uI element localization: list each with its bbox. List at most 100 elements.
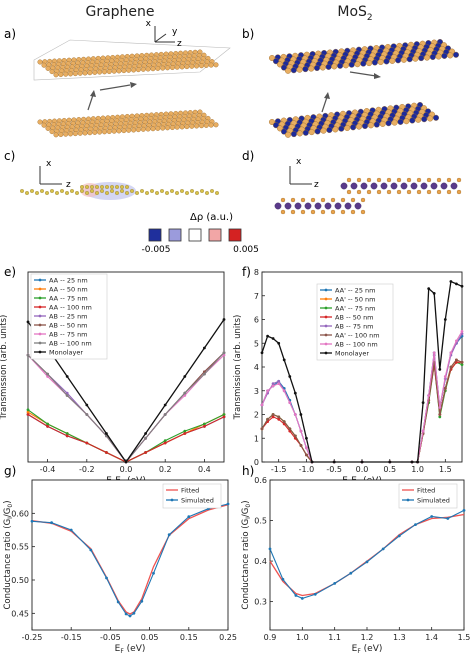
mos2-atom: [397, 118, 404, 125]
series-point-1: [152, 571, 155, 575]
mos2-atom: [379, 120, 386, 127]
series-point-7: [310, 460, 314, 464]
graphene-side-atom: [115, 185, 119, 189]
carbon-atom: [67, 71, 73, 77]
series-point-3: [222, 415, 226, 419]
carbon-atom: [82, 70, 88, 76]
y-tick-label: 3: [254, 387, 259, 396]
carbon-atom: [67, 131, 73, 137]
carbon-atom: [106, 68, 112, 74]
mos2-lower-chain-atom: [324, 202, 332, 210]
y-tick-label: 4: [254, 363, 259, 372]
x-tick-label: -1.0: [299, 465, 315, 474]
mos2-atom: [356, 123, 363, 130]
colorbar-min-label: -0.005: [141, 245, 170, 255]
carbon-atom: [140, 66, 146, 72]
graphene-top-slab-outline: [33, 39, 231, 81]
mos2-upper-chain-atom-s: [446, 177, 452, 183]
mos2-lower-chain-atom-s: [350, 209, 356, 215]
carbon-atom: [179, 124, 185, 130]
x-tick-label: 0.25: [219, 633, 237, 642]
graphene-side-atom: [170, 189, 174, 193]
y-axis-label-end: ): [3, 500, 13, 503]
y-tick-label: 7: [254, 292, 259, 301]
mos2-lower-chain-atom-s: [310, 209, 316, 215]
graphene-side-atom: [60, 189, 64, 193]
carbon-atom: [155, 125, 161, 131]
axes-glyph-graphene: x y z: [146, 19, 182, 49]
y-tick-label: 6: [254, 316, 259, 325]
carbon-atom: [184, 124, 190, 130]
series-point-1: [132, 611, 136, 615]
y-axis-label-main: Conductance ratio (G: [3, 519, 13, 610]
carbon-atom: [63, 131, 69, 137]
legend-label-2: AA' -- 75 nm: [335, 305, 375, 313]
mos2-upper-chain-atom: [410, 182, 418, 190]
mos2-atom: [354, 61, 361, 68]
x-tick-label: 0.5: [383, 465, 396, 474]
legend-label-1: AA -- 50 nm: [49, 286, 88, 294]
charge-density-blob-red: [80, 183, 100, 197]
axis-x-label-c: x: [46, 159, 52, 169]
mos2-atom: [302, 66, 309, 73]
series-point-1: [105, 576, 108, 580]
series-point-2: [163, 439, 167, 442]
legend-label-0: AA' -- 25 nm: [335, 287, 375, 295]
series-point-6: [271, 384, 275, 388]
series-point-1: [124, 612, 128, 616]
series-point-8: [105, 432, 108, 435]
series-point-6: [277, 382, 281, 385]
mos2-atom: [447, 52, 454, 59]
y-axis-label-mid: /G: [241, 508, 251, 517]
series-point-1: [50, 521, 53, 525]
graphene-side-atom: [135, 191, 139, 195]
mos2-atom: [362, 122, 369, 129]
mos2-atom: [366, 60, 373, 67]
x-tick-label: 0.0: [120, 465, 133, 474]
series-point-5: [443, 387, 447, 390]
series-point-6: [183, 394, 187, 397]
carbon-atom: [131, 127, 137, 133]
carbon-atom: [203, 62, 209, 68]
series-point-5: [277, 415, 281, 419]
carbon-atom: [41, 62, 47, 68]
carbon-atom: [58, 71, 64, 77]
x-tick-label: 0.05: [141, 633, 159, 642]
legend-marker-6: [324, 342, 328, 346]
carbon-atom: [155, 65, 161, 71]
mos2-upper-chain-atom-s: [396, 177, 402, 183]
series-point-1: [300, 597, 304, 600]
mos2-upper-chain-atom-s: [356, 189, 362, 195]
carbon-atom: [194, 63, 200, 69]
series-point-1: [381, 547, 385, 551]
shift-arrow-graphene: [99, 84, 131, 91]
x-tick-label: 0.4: [198, 465, 211, 474]
mos2-lower-chain-atom-s: [280, 209, 286, 215]
shift-arrowhead-graphene: [130, 82, 137, 88]
x-axis-label: EF (eV): [352, 644, 383, 654]
series-point-1: [430, 515, 434, 518]
mos2-atom: [285, 67, 292, 74]
carbon-atom: [126, 67, 132, 73]
mos2-atom: [371, 59, 378, 66]
series-point-7: [163, 413, 167, 416]
series-point-1: [414, 523, 417, 526]
series-point-3: [183, 432, 187, 435]
mos2-upper-chain-atom-s: [386, 189, 392, 195]
mos2-upper-chain-atom-s: [456, 177, 462, 183]
series-point-7: [266, 334, 269, 338]
y-tick-label: 5: [254, 339, 259, 348]
series-point-1: [462, 509, 466, 512]
mos2-atom: [314, 128, 321, 135]
legend-label-1: AA' -- 50 nm: [335, 296, 375, 304]
series-point-4: [277, 379, 281, 383]
panel-label-e: e): [4, 265, 16, 279]
axis-x-label-d: x: [296, 157, 302, 167]
x-tick-label: 1.1: [328, 633, 341, 642]
x-tick-label: -0.4: [40, 465, 56, 474]
mos2-lower-chain-atom-s: [300, 209, 306, 215]
mos2-atom: [308, 65, 315, 72]
mos2-atom: [273, 122, 280, 129]
x-tick-label: 1.3: [393, 633, 406, 642]
series-point-2: [438, 415, 442, 419]
